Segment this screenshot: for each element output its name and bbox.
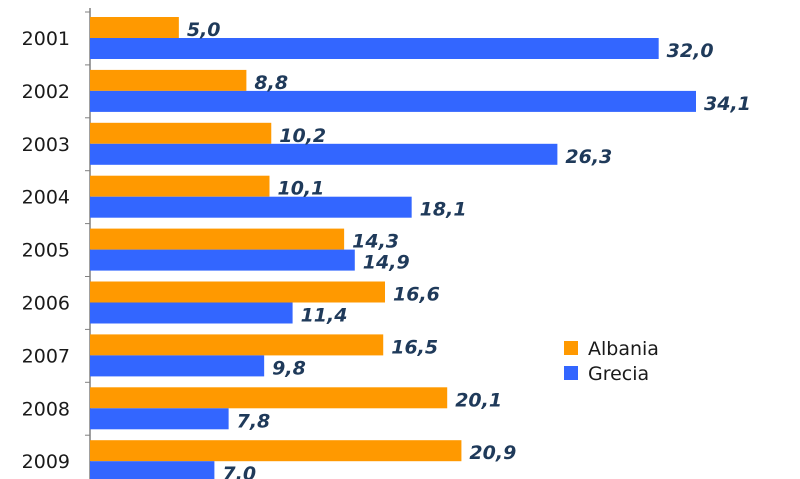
data-label: 14,9: [363, 252, 410, 274]
bar-albania: [90, 334, 384, 356]
data-label: 34,1: [704, 93, 751, 115]
bar-albania: [90, 69, 247, 91]
bar-albania: [90, 440, 462, 462]
bar-albania: [90, 17, 179, 38]
y-tick-label: 2008: [22, 398, 70, 420]
bar-albania: [90, 228, 345, 250]
bar-grecia: [90, 90, 696, 112]
data-label: 14,3: [352, 231, 399, 253]
data-label: 20,9: [469, 442, 516, 464]
bar-grecia: [90, 355, 265, 377]
legend-swatch: [564, 366, 578, 380]
y-tick-label: 2001: [22, 28, 70, 50]
data-label: 10,2: [279, 125, 326, 147]
legend-label: Albania: [588, 338, 659, 360]
bar-grecia: [90, 249, 355, 271]
bar-grecia: [90, 408, 229, 430]
data-label: 10,1: [277, 178, 324, 200]
data-label: 16,5: [391, 336, 438, 358]
data-label: 20,1: [455, 389, 502, 411]
y-tick-label: 2007: [22, 345, 70, 367]
data-label: 11,4: [301, 305, 348, 327]
legend-swatch: [564, 341, 578, 355]
data-label: 7,0: [222, 463, 256, 479]
y-tick-label: 2005: [22, 240, 70, 262]
legend-label: Grecia: [588, 363, 649, 385]
y-tick-label: 2006: [22, 293, 70, 315]
data-label: 8,8: [254, 72, 288, 94]
bar-albania: [90, 281, 386, 303]
y-tick-label: 2003: [22, 134, 70, 156]
data-label: 7,8: [237, 410, 271, 432]
bar-albania: [90, 387, 448, 409]
bar-grecia: [90, 461, 215, 479]
data-label: 16,6: [393, 284, 440, 306]
bar-grecia: [90, 302, 293, 324]
bar-grecia: [90, 196, 412, 218]
data-label: 5,0: [187, 19, 221, 41]
y-tick-label: 2009: [22, 451, 70, 473]
bar-albania: [90, 122, 272, 144]
bar-grecia: [90, 38, 659, 59]
bar-grecia: [90, 143, 558, 165]
data-label: 18,1: [420, 199, 467, 221]
y-tick-label: 2004: [22, 187, 70, 209]
data-label: 32,0: [667, 40, 714, 62]
y-tick-label: 2002: [22, 81, 70, 103]
bar-albania: [90, 175, 270, 197]
data-label: 26,3: [565, 146, 612, 168]
data-label: 9,8: [272, 357, 306, 379]
